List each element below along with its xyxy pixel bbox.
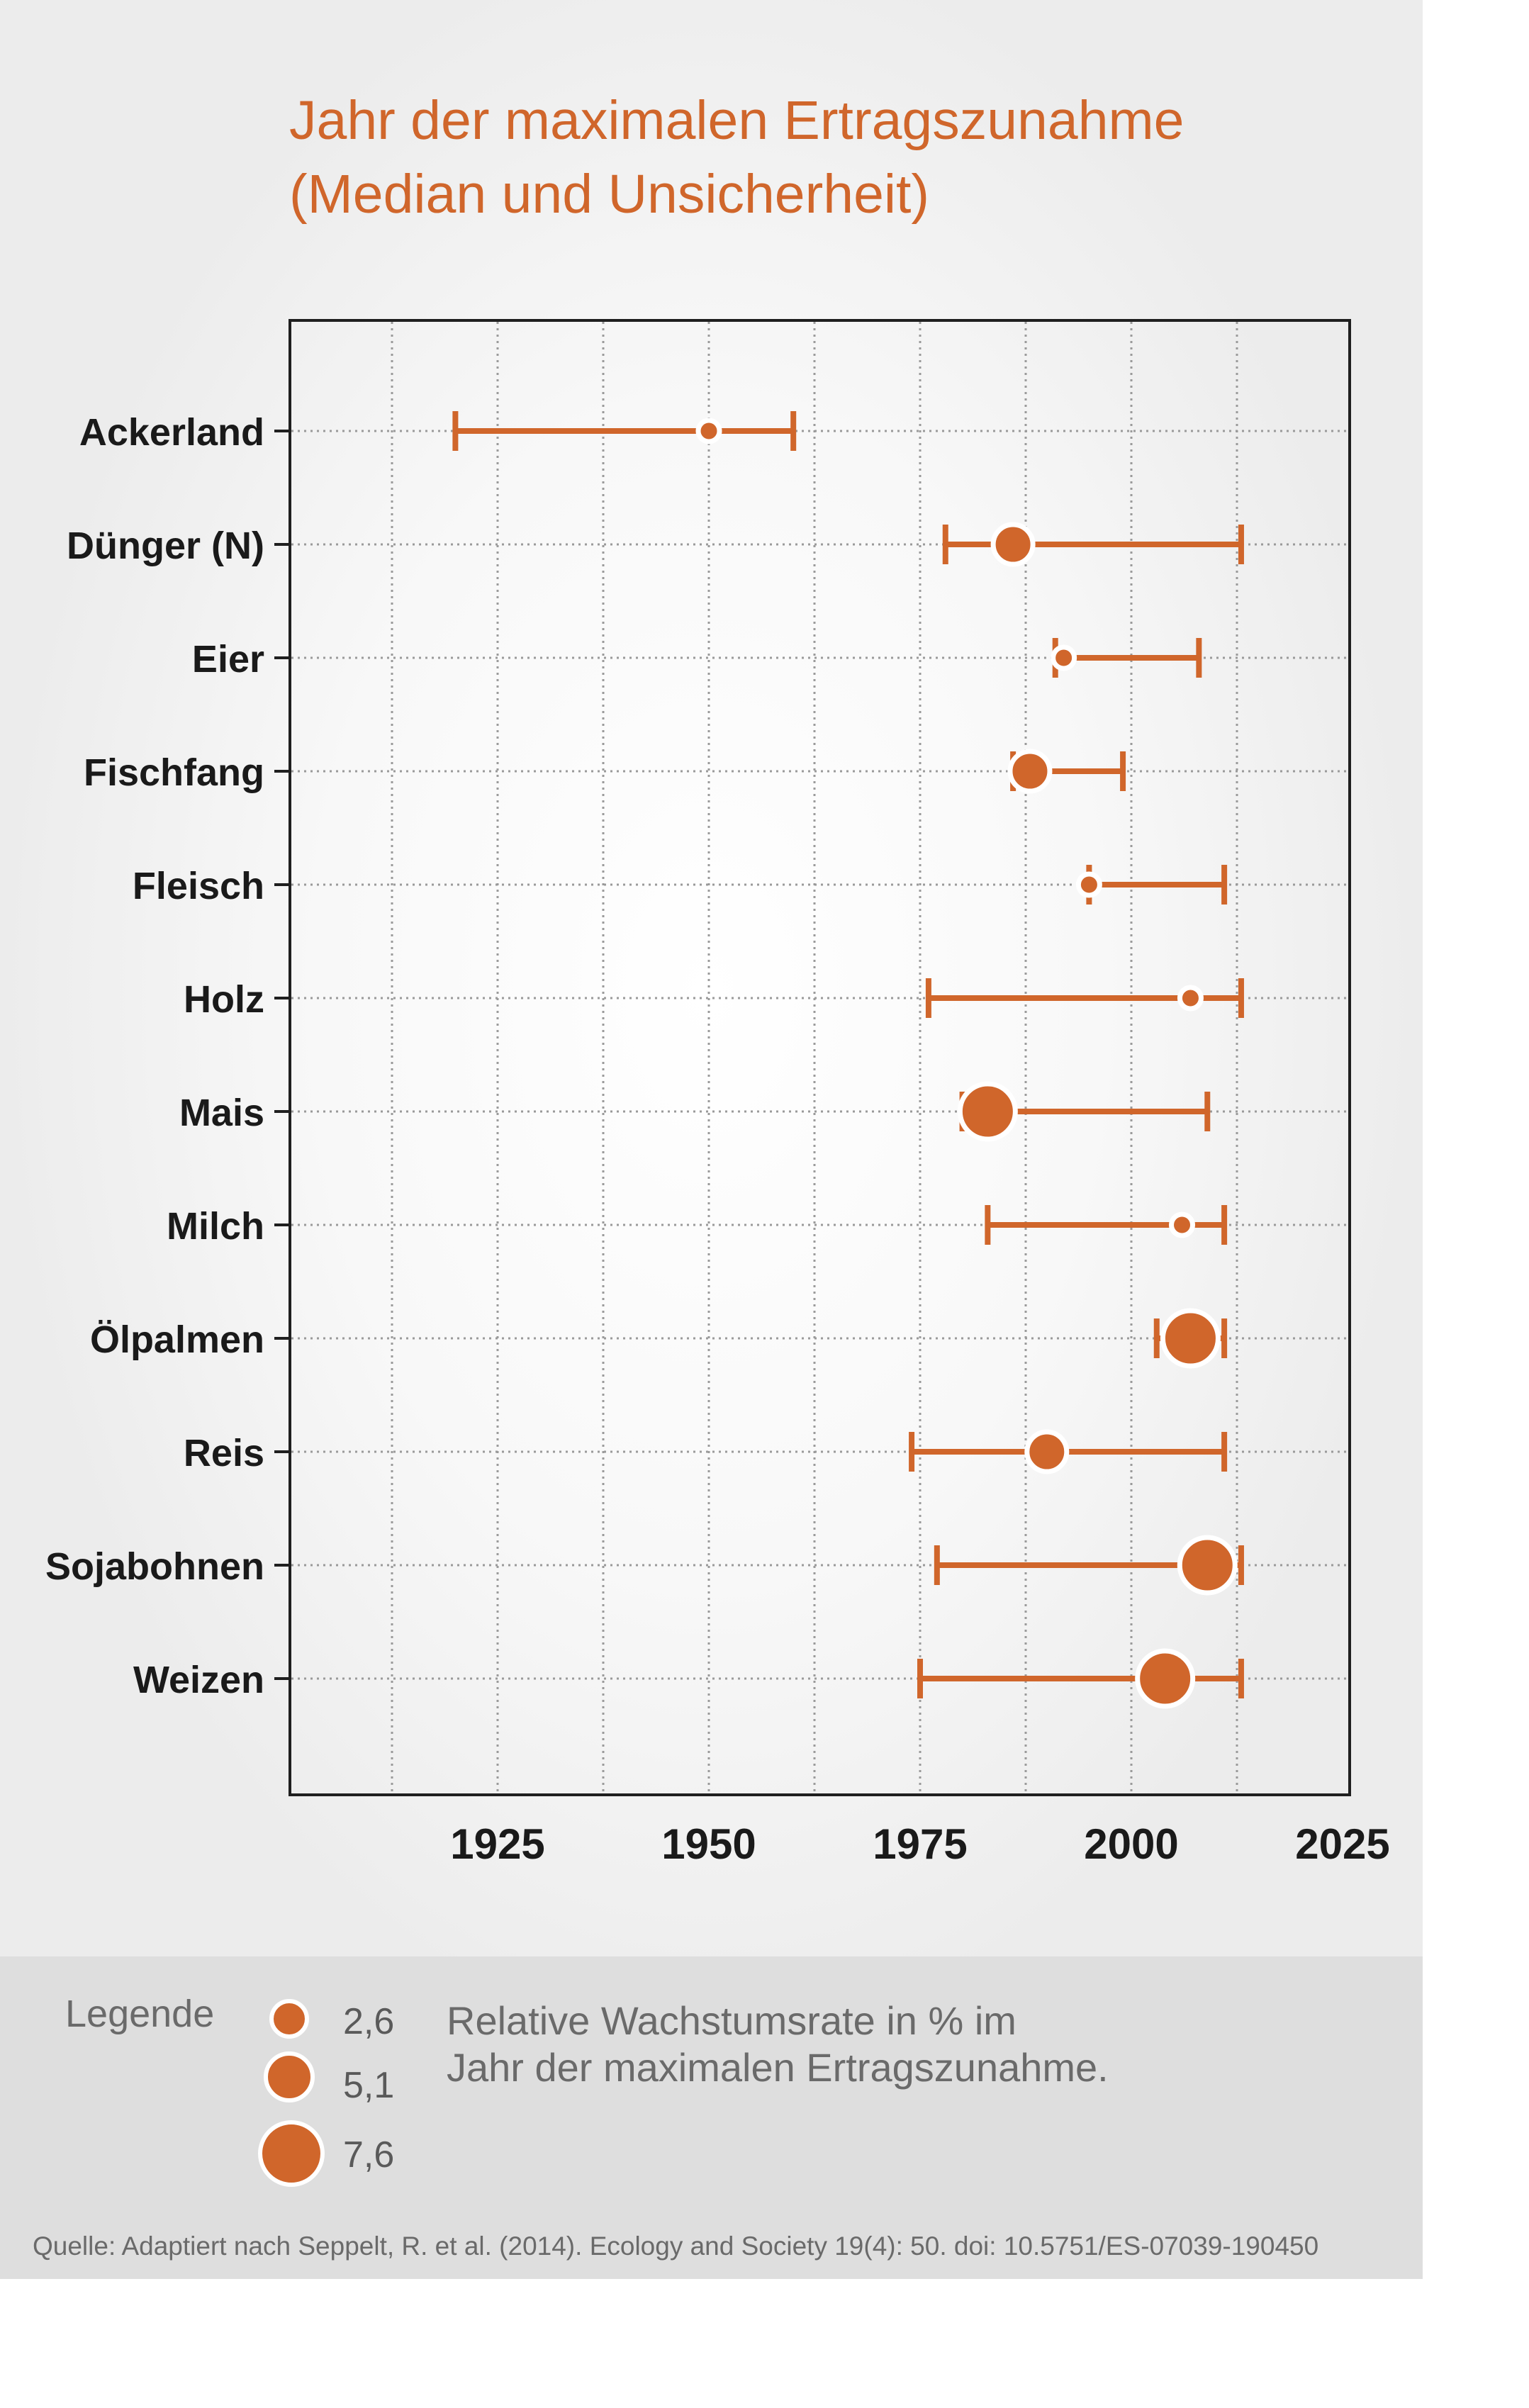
data-marks [452, 411, 1244, 1709]
legend-dot-large [258, 2120, 325, 2187]
median-point [1007, 749, 1053, 794]
legend-label-small: 2,6 [343, 2001, 395, 2042]
median-point [957, 1081, 1018, 1142]
x-tick-label: 1950 [661, 1820, 756, 1868]
chart-title-line2: (Median und Unsicherheit) [289, 164, 930, 225]
y-tick-label: Milch [167, 1205, 264, 1248]
plot-area [289, 319, 1351, 1796]
x-tick-label: 1925 [450, 1820, 544, 1868]
median-point [1051, 644, 1077, 671]
legend-label-medium: 5,1 [343, 2065, 395, 2106]
legend-dot-medium [264, 2051, 315, 2102]
chart-title-line1: Jahr der maximalen Ertragszunahme [289, 90, 1184, 151]
y-tick-label: Mais [179, 1092, 264, 1134]
legend-label-large: 7,6 [343, 2134, 395, 2175]
legend-description: Relative Wachstumsrate in % im Jahr der … [447, 1998, 1109, 2091]
y-tick-label: Reis [184, 1432, 264, 1474]
median-point [695, 418, 722, 444]
y-tick-label: Fischfang [84, 751, 264, 794]
legend-title: Legende [65, 1993, 215, 2035]
y-tick-label: Holz [184, 978, 264, 1021]
median-point [1177, 985, 1204, 1012]
median-point [1160, 1308, 1221, 1369]
median-point [990, 522, 1036, 567]
y-tick-label: Sojabohnen [45, 1545, 264, 1588]
chart-plot: Ackerland Dünger (N) Eier Fischfang Fleisch H… [45, 319, 1390, 1868]
y-tick-label: Eier [192, 638, 264, 681]
x-tick-label: 2000 [1084, 1820, 1178, 1868]
chart-title: Jahr der maximalen Ertragszunahme (Media… [289, 84, 1184, 231]
y-tick-label: Dünger (N) [67, 525, 264, 567]
median-point [1135, 1648, 1196, 1709]
x-tick-label: 2025 [1295, 1820, 1389, 1868]
y-tick-label: Ölpalmen [90, 1318, 264, 1361]
x-tick-label: 1975 [873, 1820, 967, 1868]
median-point [1024, 1429, 1070, 1474]
source-citation: Quelle: Adaptiert nach Seppelt, R. et al… [33, 2231, 1319, 2261]
median-point [1177, 1535, 1238, 1596]
category-rows: Ackerland Dünger (N) Eier Fischfang Fleisch H… [45, 411, 290, 1701]
y-tick-label: Ackerland [79, 411, 264, 454]
legend-panel [0, 1956, 1423, 2279]
y-tick-label: Fleisch [133, 865, 264, 907]
legend-dot-small [269, 1999, 309, 2039]
median-point [1169, 1211, 1196, 1238]
median-point [1075, 871, 1102, 898]
legend-description-line1: Relative Wachstumsrate in % im [447, 1998, 1016, 2043]
legend-description-line2: Jahr der maximalen Ertragszunahme. [447, 2045, 1109, 2090]
chart-panel [0, 0, 1423, 1956]
y-tick-label: Weizen [133, 1659, 264, 1701]
x-axis-ticks: 1925 1950 1975 2000 2025 [450, 1820, 1389, 1868]
